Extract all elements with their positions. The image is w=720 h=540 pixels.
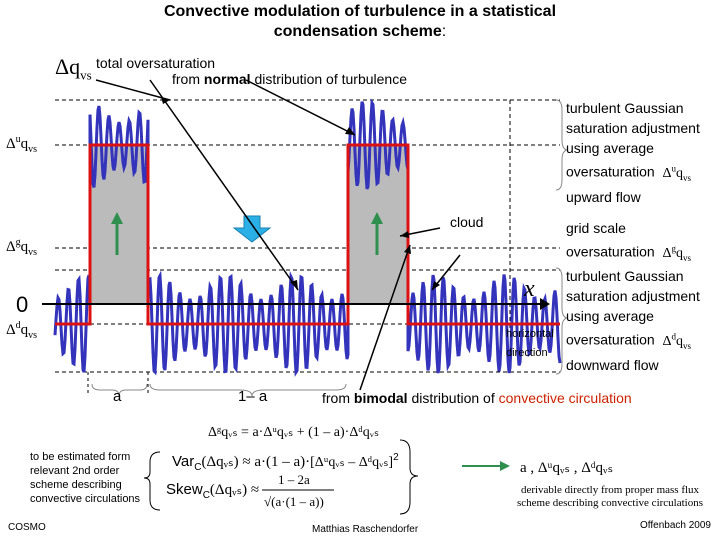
normal-distribution-label: from normal distribution of turbulence — [172, 71, 408, 87]
skew-denominator: √(a·(1 – a)) — [264, 494, 324, 509]
lower-brace — [555, 267, 569, 375]
title-line-1: Convective modulation of turbulence in a… — [163, 3, 557, 20]
dq-label: Δqvs — [55, 54, 92, 83]
upward-arrow-2 — [371, 212, 383, 255]
total-oversaturation-label: total oversaturation — [96, 55, 216, 71]
downward-flow-description: turbulent Gaussian saturation adjustment… — [566, 268, 700, 374]
title-colon: : — [441, 23, 447, 40]
callout-line-3 — [95, 79, 171, 101]
down-oversat-symbol: Δdqvs — [662, 331, 692, 351]
one-minus-a-brace — [149, 383, 347, 397]
footer-left: COSMO — [8, 522, 46, 533]
horizontal-label: horizontal — [506, 328, 554, 340]
title-line-2-text: condensation scheme — [273, 23, 442, 40]
skew-numerator: 1 – 2a — [278, 472, 310, 487]
y-label-grid: Δgqvs — [6, 237, 38, 258]
a-brace — [91, 383, 148, 397]
upward-flow-description: turbulent Gaussian saturation adjustment… — [566, 100, 700, 206]
footer-right: Offenbach 2009 — [640, 520, 711, 531]
callout-line-1 — [149, 79, 299, 291]
formula-right-brace — [399, 439, 419, 515]
y-label-down: Δdqvs — [6, 320, 38, 341]
formula-left-brace — [143, 451, 161, 511]
bimodal-distribution-label: from bimodal distribution of convective … — [322, 390, 632, 406]
callout-line-2 — [245, 79, 356, 136]
title-line-2: condensation scheme: — [0, 22, 720, 42]
right-note: derivable directly from proper mass flux… — [516, 484, 703, 509]
x-axis-arrowhead — [540, 298, 550, 310]
mean-formula: Δᵍqᵥₛ = a·Δᵘqᵥₛ + (1 – a)·Δᵈqᵥₛ — [208, 425, 380, 440]
parameters-list: a , Δᵘqᵥₛ , Δᵈqᵥₛ — [520, 460, 614, 476]
cloud-label: cloud — [450, 214, 484, 230]
x-axis-label: x — [524, 276, 535, 302]
cloud-area-1 — [90, 145, 148, 304]
slide-title: Convective modulation of turbulence in a… — [0, 2, 720, 42]
up-oversat-symbol: Δuqvs — [662, 163, 692, 183]
one-minus-a-label: 1– a — [238, 388, 268, 405]
grid-scale-description: grid scale oversaturation Δgqvs — [566, 220, 692, 263]
grid-oversat-symbol: Δgqvs — [662, 243, 692, 263]
footer-center: Matthias Raschendorfer — [312, 524, 419, 535]
bimodal-pointer-1 — [359, 244, 411, 391]
upward-arrow-1 — [111, 212, 123, 255]
y-label-zero: 0 — [16, 292, 29, 317]
direction-label: direction — [506, 347, 548, 359]
downward-flow-arrow — [232, 215, 272, 243]
upper-brace — [555, 99, 569, 191]
a-label: a — [113, 388, 122, 405]
y-label-up: Δuqvs — [6, 134, 38, 155]
left-note: to be estimated form relevant 2nd order … — [30, 451, 141, 505]
turbulence-wave — [53, 98, 562, 377]
variance-formula: VarC(Δqᵥₛ) ≈ a·(1 – a)·[Δᵘqᵥₛ – Δᵈqᵥₛ]2 — [172, 452, 399, 473]
skewness-formula: SkewC(Δqᵥₛ) ≈ — [166, 481, 260, 501]
